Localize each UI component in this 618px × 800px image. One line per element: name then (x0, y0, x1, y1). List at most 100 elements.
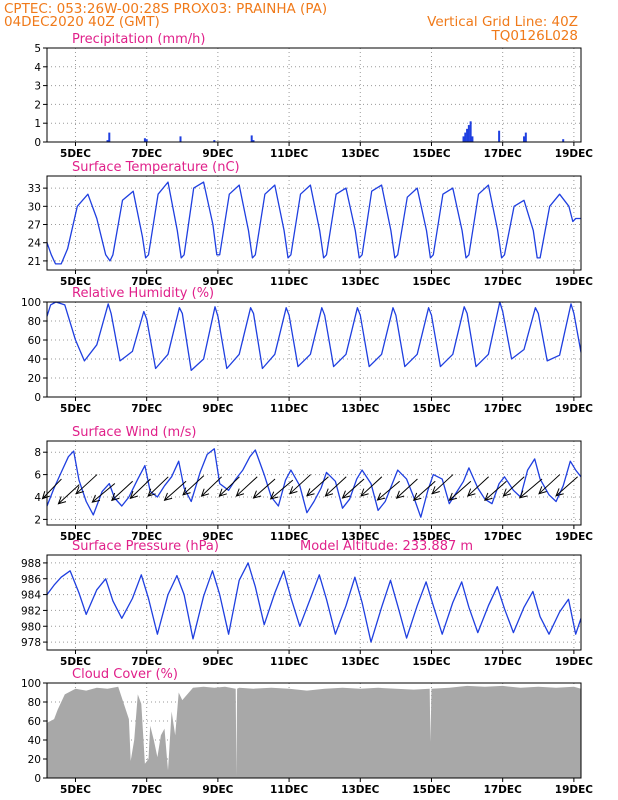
wind-arrow-head (75, 486, 84, 495)
wind-arrow (341, 478, 365, 499)
x-tick-label: 13DEC (341, 531, 380, 543)
x-tick-label: 15DEC (412, 403, 451, 415)
x-tick-label: 7DEC (131, 403, 162, 415)
x-tick-label: 9DEC (202, 148, 233, 160)
wind-arrow (252, 478, 276, 499)
wind-arrow-shaft (164, 480, 187, 501)
y-tick-label: 4 (34, 62, 41, 74)
wind-arrow-head (182, 487, 191, 496)
wind-arrow (129, 478, 151, 500)
x-tick-label: 17DEC (484, 403, 523, 415)
x-tick-label: 5DEC (60, 656, 91, 668)
y-tick-label: 0 (34, 773, 41, 785)
series-line (46, 301, 582, 372)
y-tick-label: 978 (21, 637, 41, 649)
wind-arrow-head (147, 488, 156, 497)
x-tick-label: 7DEC (131, 784, 162, 796)
precip-bar (562, 139, 565, 142)
y-tick-label: 2 (34, 514, 41, 526)
wind-arrow-shaft (58, 484, 80, 505)
panel-6: Cloud Cover (%) 0 20 40 60 80 100 5DEC 7DEC 9DEC 1… (21, 667, 593, 796)
y-tick-label: 0 (34, 392, 41, 404)
wind-arrow (163, 480, 187, 501)
x-tick-label: 13DEC (341, 656, 380, 668)
y-tick-label: 100 (21, 678, 41, 690)
series-line (46, 448, 582, 518)
wind-arrow-head (269, 491, 279, 500)
wind-arrow-head (235, 488, 245, 497)
x-tick-label: 5DEC (60, 148, 91, 160)
x-tick-label: 17DEC (484, 656, 523, 668)
x-tick-label: 9DEC (202, 403, 233, 415)
wind-arrow-head (484, 492, 493, 501)
x-tick-label: 11DEC (270, 531, 309, 543)
wind-arrow-shaft (396, 478, 418, 499)
wind-arrow-shaft (467, 476, 489, 497)
y-tick-label: 8 (34, 447, 41, 459)
wind-arrow (75, 474, 98, 495)
wind-arrow-head (252, 490, 262, 499)
wind-arrow-shaft (377, 480, 400, 501)
header-init-time: 04DEC2020 40Z (GMT) (4, 14, 160, 30)
wind-arrow-head (91, 494, 101, 503)
wind-arrow-head (448, 492, 458, 501)
precip-bar (471, 136, 474, 142)
y-tick-label: 982 (21, 605, 41, 617)
panel-4: Surface Wind (m/s) 2 4 6 8 5DEC 7DEC 9DEC 11DEC 1… (34, 425, 593, 543)
series-line (46, 562, 582, 643)
panel-title: Cloud Cover (%) (72, 667, 178, 682)
wind-arrow (218, 476, 240, 497)
wind-arrow-shaft (555, 476, 578, 497)
wind-arrow (147, 476, 169, 497)
wind-arrow-shaft (253, 478, 276, 499)
wind-arrow-head (163, 492, 173, 501)
y-tick-label: 33 (28, 183, 41, 195)
x-tick-label: 17DEC (484, 531, 523, 543)
header-grid-line: Vertical Grid Line: 40Z (427, 14, 578, 30)
wind-arrow (306, 476, 329, 497)
wind-arrow (91, 483, 116, 503)
wind-arrow (376, 480, 400, 501)
x-tick-label: 9DEC (202, 784, 233, 796)
wind-arrow (235, 476, 258, 497)
y-tick-label: 27 (28, 220, 41, 232)
x-tick-label: 15DEC (412, 276, 451, 288)
wind-arrow-head (502, 488, 512, 497)
panel-frame (46, 554, 582, 651)
y-tick-label: 21 (28, 256, 41, 268)
wind-arrow-shaft (92, 483, 116, 503)
wind-arrow-head (360, 488, 369, 497)
wind-arrow-shaft (236, 476, 258, 497)
panel-3: Relative Humidity (%) 0 20 40 60 80 100 5DEC 7DE… (21, 286, 593, 415)
y-tick-label: 6 (34, 470, 41, 482)
y-tick-label: 980 (21, 621, 41, 633)
wind-arrow (538, 474, 561, 495)
x-tick-label: 7DEC (131, 148, 162, 160)
wind-arrow-head (412, 492, 422, 501)
wind-arrow-shaft (42, 478, 62, 499)
y-tick-label: 80 (28, 316, 41, 328)
wind-arrow-head (538, 486, 547, 495)
header-model: TQ0126L028 (490, 28, 578, 44)
precip-bar (252, 140, 255, 142)
x-tick-label: 9DEC (202, 656, 233, 668)
x-tick-label: 5DEC (60, 276, 91, 288)
wind-arrow (448, 480, 472, 501)
wind-arrow (182, 475, 205, 496)
y-tick-label: 2 (34, 99, 41, 111)
y-tick-label: 40 (28, 354, 41, 366)
panel-title: Surface Pressure (hPa) (72, 539, 219, 554)
wind-arrow-head (200, 488, 210, 497)
precip-bar (179, 136, 182, 142)
y-tick-label: 5 (34, 43, 41, 55)
x-tick-label: 15DEC (412, 531, 451, 543)
cloud-area (47, 685, 581, 778)
wind-arrow-shaft (325, 476, 347, 497)
wind-arrow (412, 480, 436, 501)
x-tick-label: 9DEC (202, 276, 233, 288)
x-tick-label: 5DEC (60, 531, 91, 543)
panel-frame (46, 440, 582, 526)
x-tick-label: 7DEC (131, 531, 162, 543)
header-station: CPTEC: 053:26W-00:28S PROX03: PRAINHA (P… (4, 1, 327, 17)
